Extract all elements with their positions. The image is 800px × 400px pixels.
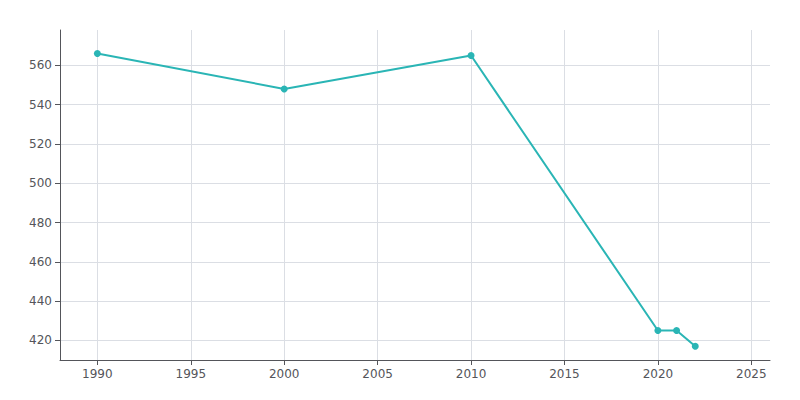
svg-text:2005: 2005 bbox=[362, 367, 393, 381]
svg-text:420: 420 bbox=[29, 333, 52, 347]
svg-text:2015: 2015 bbox=[549, 367, 580, 381]
svg-text:440: 440 bbox=[29, 294, 52, 308]
svg-text:480: 480 bbox=[29, 216, 52, 230]
svg-text:1995: 1995 bbox=[176, 367, 207, 381]
svg-text:540: 540 bbox=[29, 98, 52, 112]
svg-text:560: 560 bbox=[29, 58, 52, 72]
svg-text:2025: 2025 bbox=[736, 367, 767, 381]
svg-text:2000: 2000 bbox=[269, 367, 300, 381]
svg-text:520: 520 bbox=[29, 137, 52, 151]
svg-text:1990: 1990 bbox=[82, 367, 113, 381]
svg-text:500: 500 bbox=[29, 176, 52, 190]
svg-text:2010: 2010 bbox=[456, 367, 487, 381]
svg-text:460: 460 bbox=[29, 255, 52, 269]
svg-text:2020: 2020 bbox=[643, 367, 674, 381]
